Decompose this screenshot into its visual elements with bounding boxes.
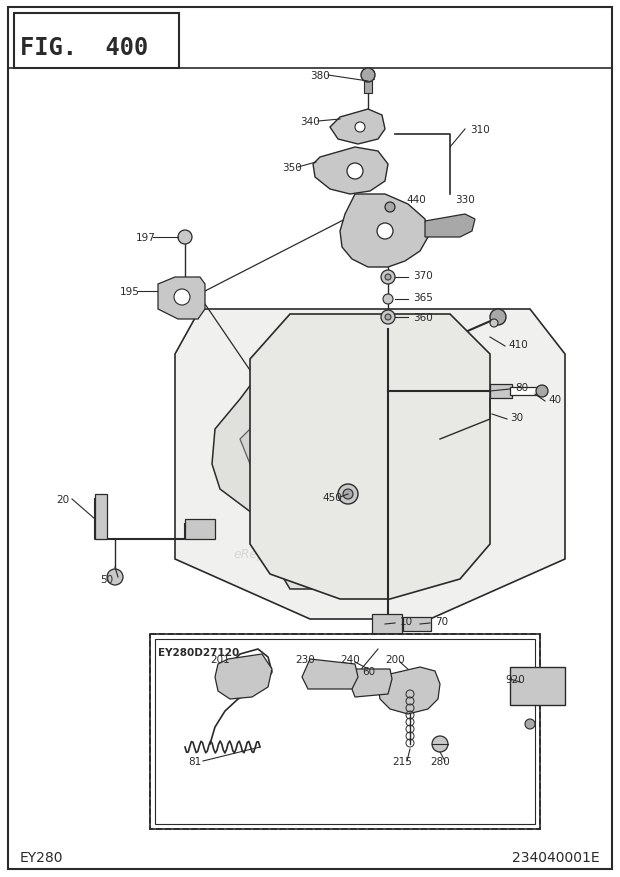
Text: 360: 360 — [413, 312, 433, 323]
Text: 340: 340 — [300, 117, 320, 127]
Polygon shape — [215, 654, 272, 699]
Text: 70: 70 — [435, 617, 448, 626]
Text: 350: 350 — [282, 163, 302, 173]
Bar — [510, 667, 565, 705]
Text: 50: 50 — [100, 574, 113, 584]
Circle shape — [174, 289, 190, 306]
Text: 230: 230 — [295, 654, 315, 664]
Polygon shape — [340, 195, 428, 267]
Bar — [95, 495, 107, 539]
Text: 197: 197 — [136, 232, 156, 243]
Polygon shape — [330, 110, 385, 145]
Circle shape — [381, 310, 395, 324]
Text: 20: 20 — [56, 495, 69, 504]
Circle shape — [490, 310, 506, 325]
Polygon shape — [425, 215, 475, 238]
Bar — [150, 634, 540, 829]
Text: 200: 200 — [385, 654, 405, 664]
Polygon shape — [212, 345, 435, 589]
Text: 234040001E: 234040001E — [512, 850, 600, 864]
Text: 450: 450 — [322, 493, 342, 503]
Circle shape — [361, 69, 375, 83]
Text: 80: 80 — [515, 382, 528, 393]
Circle shape — [347, 164, 363, 180]
Circle shape — [525, 719, 535, 729]
Circle shape — [338, 484, 358, 504]
Polygon shape — [352, 634, 405, 664]
Text: 410: 410 — [508, 339, 528, 350]
Circle shape — [383, 295, 393, 304]
Bar — [490, 384, 512, 398]
Bar — [150, 634, 540, 829]
Polygon shape — [350, 669, 392, 697]
Text: 280: 280 — [430, 756, 450, 766]
Text: 195: 195 — [120, 287, 140, 296]
Polygon shape — [302, 660, 358, 689]
Circle shape — [490, 319, 498, 328]
Text: 81: 81 — [188, 756, 202, 766]
Circle shape — [381, 271, 395, 285]
Polygon shape — [158, 278, 205, 319]
Text: 201: 201 — [210, 654, 230, 664]
Polygon shape — [240, 397, 400, 510]
Circle shape — [377, 224, 393, 239]
Bar — [510, 388, 545, 396]
Bar — [372, 614, 402, 634]
Text: 330: 330 — [455, 195, 475, 204]
Text: 30: 30 — [510, 412, 523, 423]
Bar — [14, 14, 179, 69]
Circle shape — [107, 569, 123, 585]
Circle shape — [385, 315, 391, 321]
Circle shape — [343, 489, 353, 499]
Text: 920: 920 — [505, 674, 525, 684]
Text: 60: 60 — [362, 667, 375, 676]
Text: 380: 380 — [310, 71, 330, 81]
Polygon shape — [175, 310, 565, 619]
Text: 40: 40 — [548, 395, 561, 404]
Text: 310: 310 — [470, 125, 490, 135]
Polygon shape — [313, 148, 388, 195]
Text: EY280: EY280 — [20, 850, 63, 864]
Text: EY280D27120: EY280D27120 — [158, 647, 239, 657]
Text: 215: 215 — [392, 756, 412, 766]
Bar — [403, 617, 431, 631]
Text: 370: 370 — [413, 271, 433, 281]
Circle shape — [432, 736, 448, 752]
Polygon shape — [250, 315, 490, 599]
Text: 10: 10 — [400, 617, 413, 626]
Text: 440: 440 — [406, 195, 426, 204]
Text: eReplacementParts.com: eReplacementParts.com — [234, 548, 386, 561]
Text: FIG.  400: FIG. 400 — [20, 36, 148, 60]
Bar — [185, 519, 215, 539]
Circle shape — [178, 231, 192, 245]
Circle shape — [536, 386, 548, 397]
Bar — [364, 76, 372, 94]
Text: 365: 365 — [413, 293, 433, 303]
Circle shape — [385, 203, 395, 213]
Polygon shape — [378, 667, 440, 714]
Circle shape — [355, 123, 365, 132]
Bar — [155, 639, 535, 824]
Circle shape — [385, 275, 391, 281]
Text: 240: 240 — [340, 654, 360, 664]
